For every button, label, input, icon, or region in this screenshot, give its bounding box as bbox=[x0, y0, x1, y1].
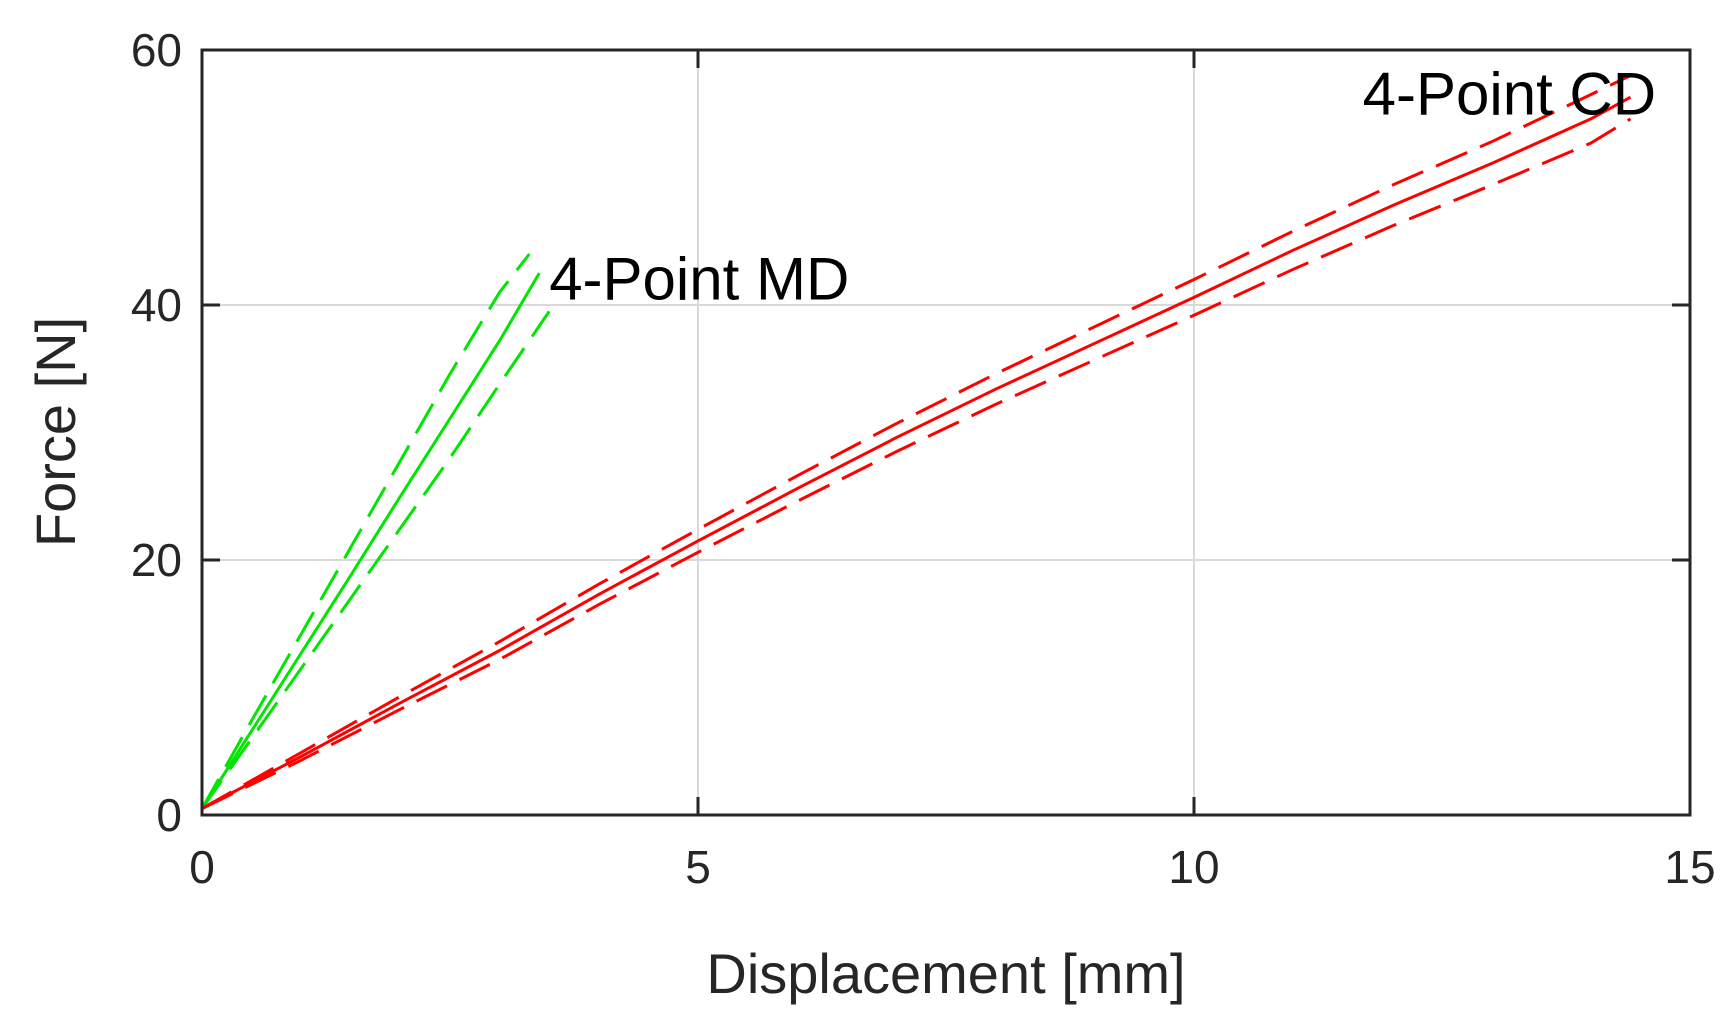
plot-series bbox=[200, 74, 1632, 810]
y-tick-label: 20 bbox=[131, 534, 182, 586]
cd-dashed-line bbox=[201, 117, 1632, 810]
axis-ticks: 0 5 10 15 0 20 40 60 bbox=[131, 24, 1716, 893]
y-tick-label: 0 bbox=[156, 789, 182, 841]
grid bbox=[202, 50, 1690, 815]
cd-dashed-line bbox=[201, 74, 1632, 810]
plot-frame bbox=[200, 48, 1692, 817]
md-dashed-line bbox=[200, 310, 551, 810]
annotations: 4-Point MD 4-Point CD bbox=[549, 61, 1656, 313]
annotation-label: 4-Point CD bbox=[1363, 61, 1656, 128]
y-tick-label: 60 bbox=[131, 24, 182, 76]
x-tick-label: 10 bbox=[1168, 841, 1219, 893]
annotation-label: 4-Point MD bbox=[549, 246, 849, 313]
x-tick-label: 15 bbox=[1664, 841, 1715, 893]
cd-solid-line bbox=[201, 95, 1632, 810]
x-tick-label: 0 bbox=[189, 841, 215, 893]
y-axis-label: Force [N] bbox=[24, 317, 87, 547]
x-axis-label: Displacement [mm] bbox=[706, 942, 1185, 1005]
md-solid-line bbox=[200, 272, 541, 810]
x-tick-label: 5 bbox=[685, 841, 711, 893]
y-tick-label: 40 bbox=[131, 279, 182, 331]
md-dashed-line bbox=[200, 253, 531, 810]
